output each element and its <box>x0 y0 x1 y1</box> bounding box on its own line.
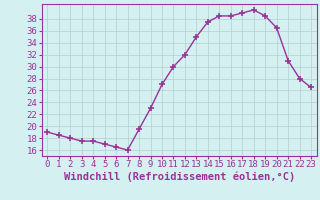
X-axis label: Windchill (Refroidissement éolien,°C): Windchill (Refroidissement éolien,°C) <box>64 172 295 182</box>
